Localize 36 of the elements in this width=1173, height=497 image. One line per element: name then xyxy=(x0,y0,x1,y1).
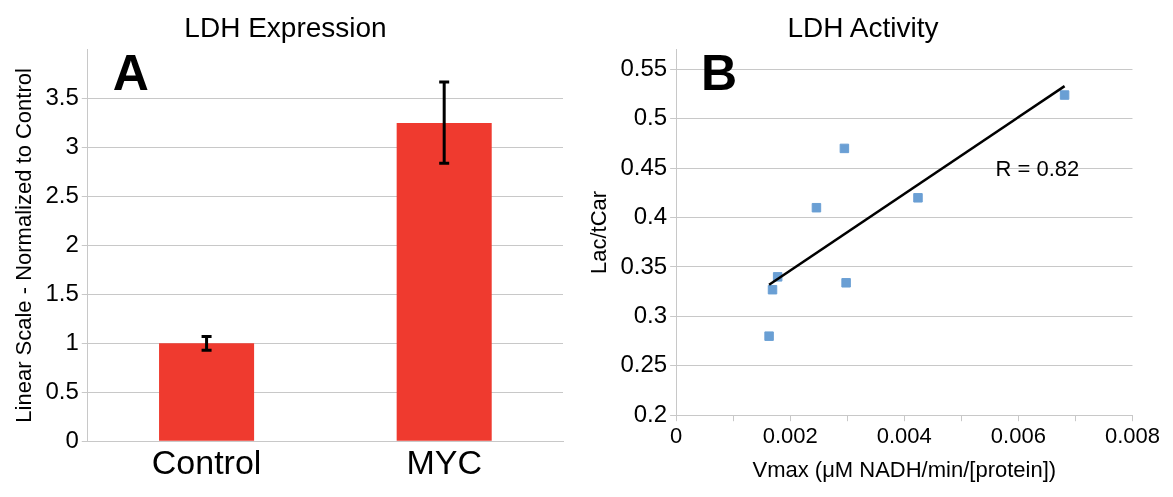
y-tick-label: 1.5 xyxy=(45,278,79,306)
x-tick-label: 0.004 xyxy=(876,423,932,449)
y-tick-label: 2 xyxy=(65,230,79,258)
x-axis-title: Vmax (μM NADH/min/[protein]) xyxy=(752,456,1057,482)
y-tick-label: 2.5 xyxy=(45,181,79,209)
point xyxy=(841,278,851,288)
y-tick-label: 0.4 xyxy=(633,202,668,230)
y-tick-label: 0.3 xyxy=(633,301,668,329)
x-tick-label: MYC xyxy=(406,442,482,481)
y-tick-label: 0.5 xyxy=(45,376,79,404)
y-tick-label: 0.35 xyxy=(620,251,668,279)
x-tick-label: Control xyxy=(151,442,262,481)
y-tick-label: 0.45 xyxy=(620,152,668,180)
point xyxy=(764,331,774,341)
y-axis-title: Lac/tCar xyxy=(586,190,612,274)
point xyxy=(811,202,822,213)
y-axis-title: Linear Scale - Normalized to Control xyxy=(11,68,37,423)
x-tick-label: 0.008 xyxy=(1104,423,1160,449)
y-tick-label: 3 xyxy=(65,132,79,160)
y-tick-label: 0.55 xyxy=(620,53,668,81)
chart-title: LDH Expression xyxy=(184,11,387,43)
y-tick-label: 0.2 xyxy=(633,399,668,427)
point xyxy=(767,284,778,295)
chart-title: LDH Activity xyxy=(787,11,939,43)
y-tick-label: 0.5 xyxy=(633,103,668,131)
point xyxy=(913,193,923,203)
x-tick-label: 0.006 xyxy=(990,423,1046,449)
point xyxy=(839,143,850,154)
annotation: R = 0.82 xyxy=(995,156,1080,182)
point xyxy=(1059,90,1070,100)
y-tick-label: 0.25 xyxy=(620,350,668,378)
y-tick-label: 1 xyxy=(65,327,79,355)
annotation: B xyxy=(701,45,738,102)
x-tick-label: 0.002 xyxy=(762,423,818,449)
annotation: A xyxy=(112,45,149,102)
y-tick-label: 3.5 xyxy=(45,83,79,111)
